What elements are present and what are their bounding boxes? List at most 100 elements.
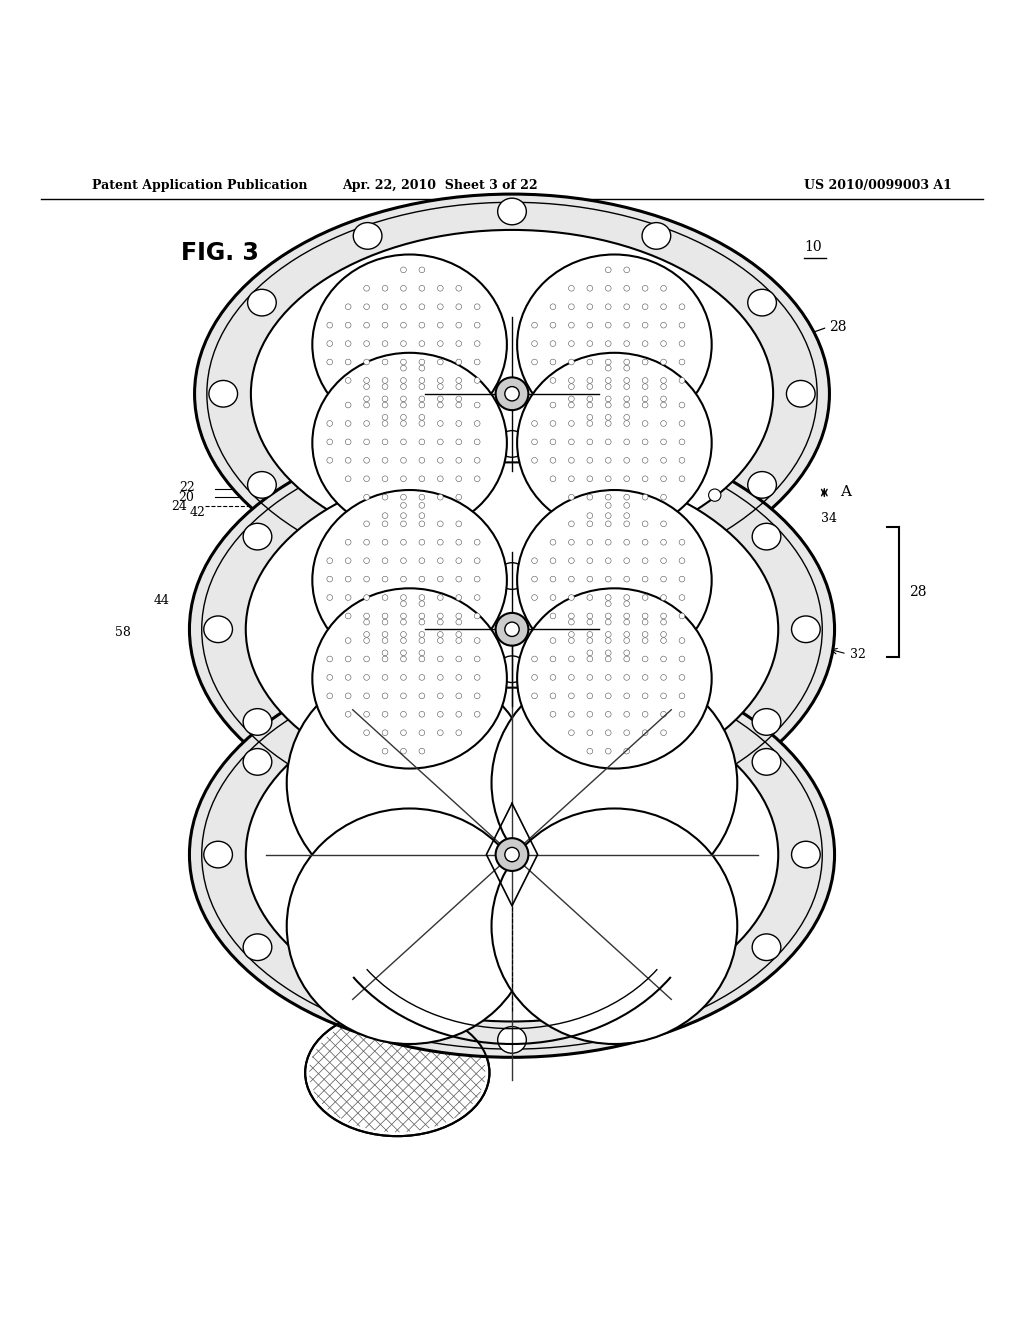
Circle shape (437, 612, 443, 619)
Circle shape (624, 477, 630, 482)
Circle shape (474, 304, 480, 310)
Text: 48: 48 (719, 605, 735, 618)
Circle shape (419, 322, 425, 327)
Circle shape (605, 267, 611, 273)
Circle shape (345, 612, 351, 619)
Circle shape (550, 458, 556, 463)
Circle shape (419, 649, 425, 656)
Ellipse shape (517, 352, 712, 533)
Circle shape (624, 612, 630, 619)
Circle shape (568, 403, 574, 408)
Circle shape (679, 540, 685, 545)
Circle shape (587, 631, 593, 638)
Circle shape (437, 595, 443, 601)
Circle shape (531, 577, 538, 582)
Circle shape (345, 558, 351, 564)
Circle shape (382, 477, 388, 482)
Text: 52: 52 (447, 638, 464, 651)
Circle shape (456, 403, 462, 408)
Circle shape (364, 540, 370, 545)
Circle shape (587, 378, 593, 383)
Circle shape (550, 322, 556, 327)
Ellipse shape (517, 255, 712, 434)
Circle shape (642, 494, 648, 500)
Circle shape (364, 558, 370, 564)
Circle shape (345, 378, 351, 383)
Circle shape (568, 477, 574, 482)
Circle shape (642, 359, 648, 364)
Circle shape (624, 601, 630, 607)
Text: 38: 38 (463, 590, 479, 603)
Circle shape (364, 285, 370, 292)
Text: 68: 68 (811, 847, 827, 861)
Circle shape (605, 656, 611, 661)
Circle shape (456, 693, 462, 698)
Circle shape (605, 577, 611, 582)
Text: ~88: ~88 (222, 830, 249, 842)
Circle shape (587, 748, 593, 754)
Circle shape (474, 359, 480, 364)
Circle shape (660, 558, 667, 564)
Circle shape (400, 396, 407, 401)
Circle shape (624, 595, 630, 601)
Circle shape (327, 322, 333, 327)
Circle shape (624, 341, 630, 346)
Circle shape (419, 477, 425, 482)
Circle shape (437, 494, 443, 500)
Circle shape (624, 577, 630, 582)
Circle shape (642, 595, 648, 601)
Circle shape (400, 612, 407, 619)
Ellipse shape (243, 709, 271, 735)
Ellipse shape (350, 455, 380, 482)
Circle shape (419, 285, 425, 292)
Circle shape (400, 503, 407, 508)
Ellipse shape (753, 709, 781, 735)
Circle shape (400, 577, 407, 582)
Circle shape (419, 512, 425, 519)
Circle shape (474, 595, 480, 601)
Circle shape (400, 649, 407, 656)
Circle shape (474, 378, 480, 383)
Circle shape (587, 595, 593, 601)
Circle shape (474, 693, 480, 698)
Circle shape (550, 421, 556, 426)
Text: 72: 72 (570, 791, 587, 804)
Circle shape (660, 421, 667, 426)
Circle shape (660, 656, 667, 661)
Circle shape (419, 384, 425, 389)
Circle shape (642, 384, 648, 389)
Circle shape (605, 512, 611, 519)
Circle shape (660, 730, 667, 735)
Circle shape (400, 693, 407, 698)
Ellipse shape (644, 776, 673, 803)
Circle shape (382, 414, 388, 420)
Circle shape (587, 612, 593, 619)
Circle shape (679, 477, 685, 482)
Circle shape (345, 359, 351, 364)
Text: 78: 78 (655, 842, 672, 855)
Circle shape (587, 649, 593, 656)
Circle shape (624, 494, 630, 500)
Text: 56: 56 (730, 496, 746, 508)
Circle shape (605, 341, 611, 346)
Circle shape (642, 521, 648, 527)
Circle shape (437, 341, 443, 346)
Circle shape (660, 521, 667, 527)
Circle shape (419, 341, 425, 346)
Circle shape (642, 631, 648, 638)
Circle shape (382, 595, 388, 601)
Circle shape (419, 631, 425, 638)
Text: 10: 10 (804, 240, 821, 255)
Circle shape (345, 638, 351, 643)
Circle shape (456, 421, 462, 426)
Circle shape (624, 440, 630, 445)
Circle shape (437, 675, 443, 680)
Circle shape (587, 285, 593, 292)
Circle shape (642, 612, 648, 619)
Circle shape (642, 421, 648, 426)
Circle shape (474, 421, 480, 426)
Circle shape (550, 656, 556, 661)
Text: 60: 60 (458, 847, 474, 861)
Circle shape (531, 359, 538, 364)
Circle shape (345, 458, 351, 463)
